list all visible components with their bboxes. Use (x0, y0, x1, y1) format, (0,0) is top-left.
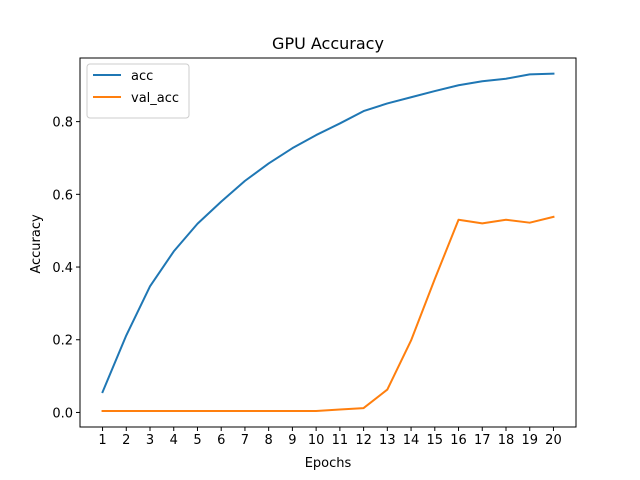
x-tick-label: 16 (450, 433, 467, 448)
x-tick-label: 4 (170, 433, 178, 448)
legend-box (86, 63, 190, 119)
x-tick-label: 6 (217, 433, 225, 448)
x-tick-label: 14 (403, 433, 420, 448)
legend-label-val-acc: val_acc (131, 91, 179, 106)
x-tick-label: 15 (427, 433, 444, 448)
y-axis-ticks: 0.0 0.2 0.4 0.6 0.8 (52, 116, 80, 421)
series-line-val-acc (101, 215, 555, 412)
legend: acc val_acc (86, 63, 190, 119)
x-tick-label: 12 (355, 433, 372, 448)
x-tick-label: 9 (288, 433, 296, 448)
y-tick-label: 0.2 (52, 334, 73, 349)
x-axis-ticks: 1 2 3 4 5 6 7 8 9 10 11 12 13 14 15 16 17 18 19 20 (98, 427, 562, 448)
x-tick-label: 20 (545, 433, 562, 448)
series-line-acc (101, 72, 555, 394)
x-tick-label: 18 (498, 433, 515, 448)
y-tick-label: 0.6 (52, 188, 73, 203)
plot-series (101, 72, 555, 412)
plot-frame (79, 57, 577, 428)
x-tick-label: 1 (98, 433, 106, 448)
chart-title: GPU Accuracy (272, 34, 384, 53)
x-tick-label: 10 (308, 433, 325, 448)
x-tick-label: 2 (122, 433, 130, 448)
x-tick-label: 11 (332, 433, 349, 448)
x-tick-label: 8 (265, 433, 273, 448)
x-tick-label: 3 (146, 433, 154, 448)
y-tick-label: 0.0 (52, 406, 73, 421)
x-axis-label: Epochs (305, 456, 352, 471)
x-tick-label: 19 (521, 433, 538, 448)
y-tick-label: 0.4 (52, 261, 73, 276)
y-tick-label: 0.8 (52, 116, 73, 131)
legend-label-acc: acc (131, 69, 153, 84)
x-tick-label: 13 (379, 433, 396, 448)
x-tick-label: 5 (193, 433, 201, 448)
x-tick-label: 17 (474, 433, 491, 448)
y-axis-label: Accuracy (29, 214, 44, 274)
x-tick-label: 7 (241, 433, 249, 448)
